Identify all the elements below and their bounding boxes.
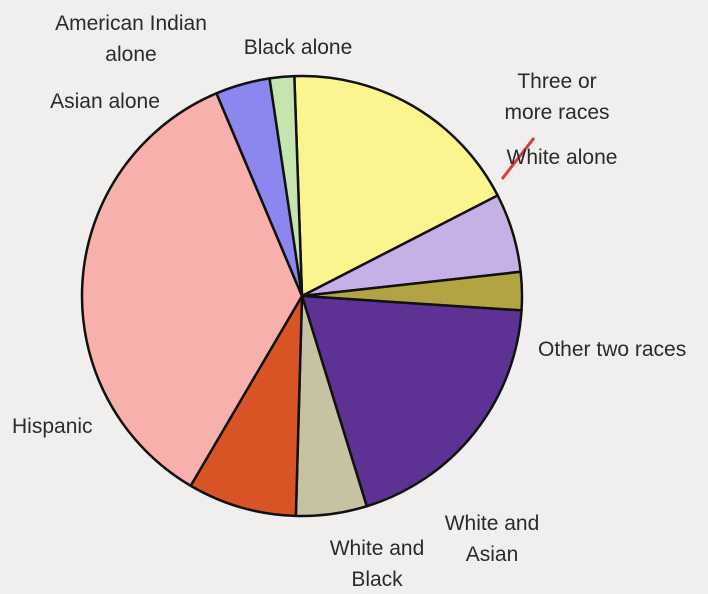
label-three-or-more-races: Three or more races [504,70,609,124]
label-line: Black [351,568,403,591]
label-line: White alone [507,146,618,169]
slice-labels: Black alone Three or more races White alone… [12,12,686,591]
label-line: American Indian [55,12,207,35]
label-line: Asian alone [50,90,160,113]
label-line: more races [504,101,609,124]
label-white-and-black: White and Black [330,537,425,591]
slice-white-and-black [189,294,304,518]
label-white-alone: White alone [507,146,618,169]
slice-american-indian-alone [268,74,304,298]
label-line: alone [105,43,156,66]
slice-black-alone [293,74,499,298]
label-line: Black alone [244,36,353,59]
label-line: Three or [517,70,596,93]
label-line: White and [445,512,540,535]
label-american-indian-alone: American Indian alone [55,12,207,66]
pie-slices [80,74,524,518]
label-line: Asian [466,543,519,566]
white-alone-leader-line [500,137,536,180]
label-line: White and [330,537,425,560]
label-other-two-races: Other two races [538,338,686,361]
label-line: Hispanic [12,415,93,438]
slice-other-two-races [300,294,523,508]
label-black-alone: Black alone [244,36,353,59]
label-hispanic: Hispanic [12,415,93,438]
label-asian-alone: Asian alone [50,90,160,113]
label-white-and-asian: White and Asian [445,512,540,566]
slice-hispanic [80,92,304,487]
label-line: Other two races [538,338,686,361]
